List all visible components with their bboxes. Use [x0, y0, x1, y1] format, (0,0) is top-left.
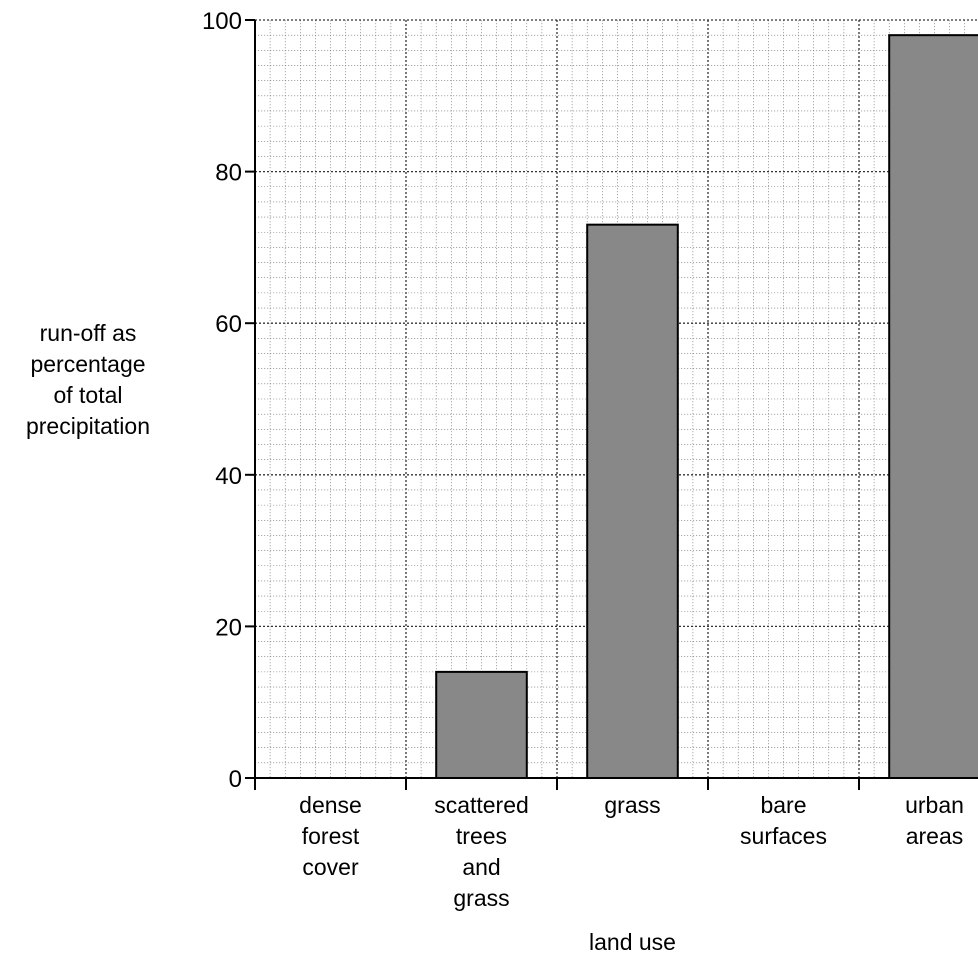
y-axis-label-line: precipitation	[25, 413, 151, 439]
y-tick-label: 60	[215, 311, 242, 338]
y-tick-label: 80	[215, 160, 242, 187]
x-category-label: forest	[302, 823, 360, 849]
y-ticks: 0 20 40 60 80 100	[202, 8, 255, 793]
axes	[254, 20, 978, 790]
x-categories: dense forest cover scattered trees and grass gr…	[299, 792, 964, 911]
x-category-label: cover	[302, 854, 359, 880]
bar	[586, 223, 679, 780]
x-category-label: grass	[453, 885, 509, 911]
y-tick-label: 20	[215, 614, 242, 641]
y-tick-label: 0	[229, 766, 242, 793]
bars	[435, 34, 978, 780]
y-tick-label: 40	[215, 463, 242, 490]
y-axis-label: run-off as percentage of total precipita…	[0, 318, 176, 442]
x-category-label: urban	[905, 792, 964, 818]
x-category-label: trees	[456, 823, 507, 849]
x-category-label: dense	[299, 792, 362, 818]
bar	[435, 670, 528, 780]
y-tick-label: 100	[202, 8, 242, 35]
x-category-label: scattered	[434, 792, 529, 818]
y-axis-label-line: percentage	[30, 351, 146, 377]
bar	[888, 34, 978, 780]
x-category-label: areas	[906, 823, 964, 849]
x-category-label: bare	[760, 792, 806, 818]
x-category-label: surfaces	[740, 823, 827, 849]
y-axis-label-line: run-off as	[39, 320, 137, 346]
x-axis-label: land use	[589, 929, 676, 955]
x-category-label: grass	[604, 792, 660, 818]
x-category-label: and	[462, 854, 500, 880]
y-axis-label-line: of total	[53, 382, 123, 408]
